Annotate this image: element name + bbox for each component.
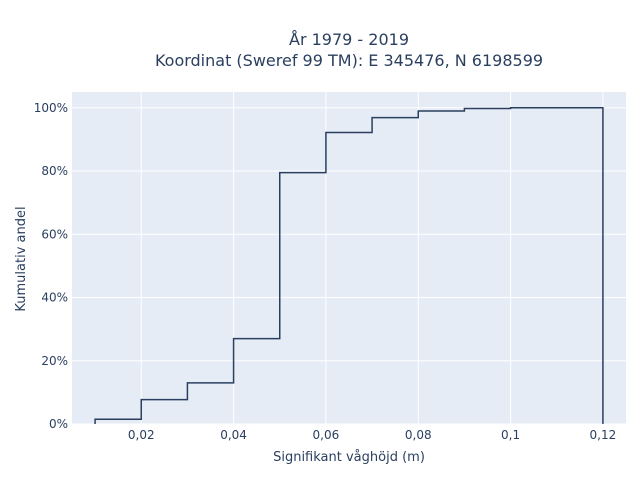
cumulative-step-line [94,107,604,424]
y-tick-label: 60% [41,227,68,241]
x-tick-label: 0,04 [220,428,247,442]
x-tick-label: 0,12 [590,428,617,442]
chart-title-line-1: År 1979 - 2019 [289,30,409,49]
plot-area [72,92,626,424]
chart-title-line-2: Koordinat (Sweref 99 TM): E 345476, N 61… [155,51,543,70]
y-tick-labels: 0% 20% 40% 60% 80% 100% [34,101,68,431]
x-tick-label: 0,08 [405,428,432,442]
y-tick-label: 20% [41,354,68,368]
y-axis-title: Kumulativ andel [14,206,29,311]
x-tick-label: 0,02 [128,428,155,442]
y-tick-label: 40% [41,291,68,305]
x-axis-title: Signifikant våghöjd (m) [273,450,425,465]
x-tick-label: 0,1 [501,428,520,442]
y-tick-label: 0% [49,417,68,431]
y-tick-label: 80% [41,164,68,178]
x-tick-labels: 0,02 0,04 0,06 0,08 0,1 0,12 [128,428,616,442]
x-tick-label: 0,06 [313,428,340,442]
y-tick-label: 100% [34,101,68,115]
